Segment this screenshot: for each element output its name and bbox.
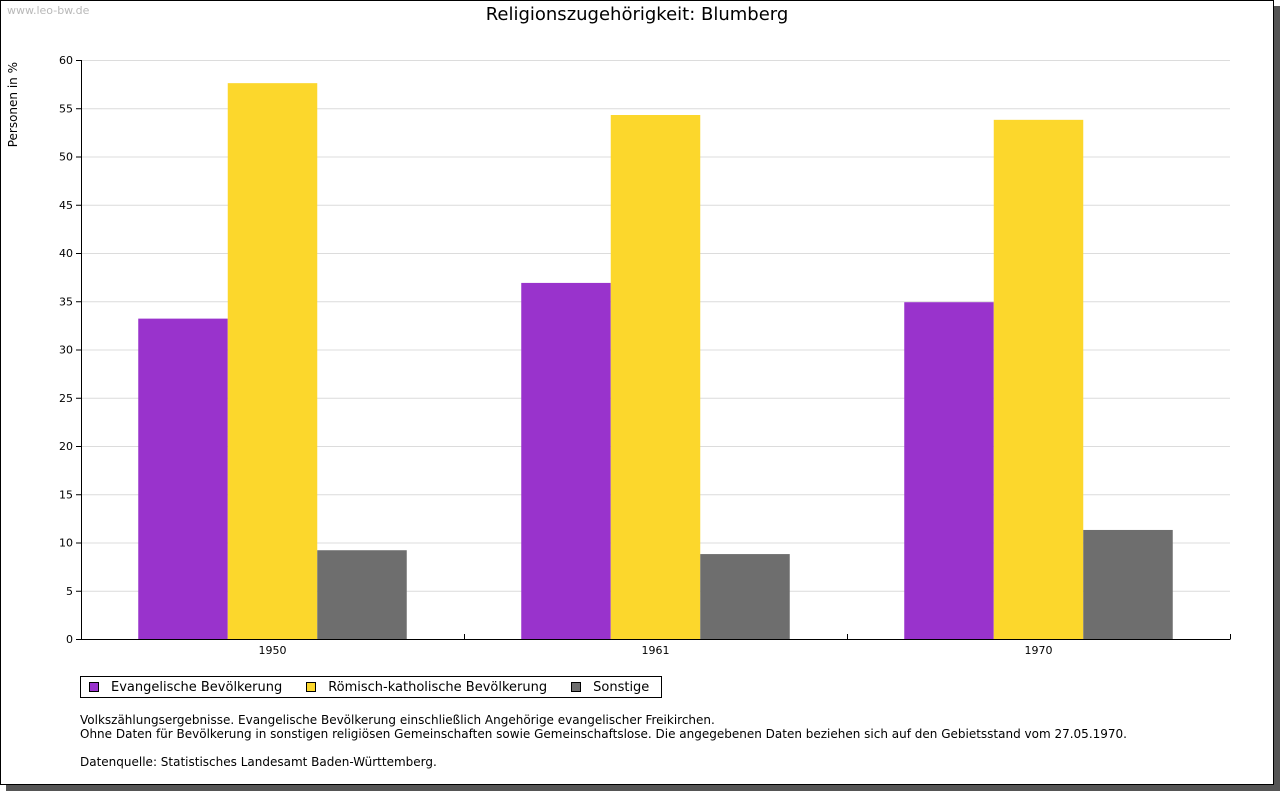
legend-swatch-sonstige	[571, 682, 582, 692]
y-tick-label: 45	[59, 199, 73, 212]
legend: Evangelische Bevölkerung Römisch-katholi…	[80, 676, 663, 698]
site-watermark: www.leo-bw.de	[7, 4, 90, 17]
bar-1970-2	[993, 119, 1084, 639]
y-tick-label: 50	[59, 151, 73, 164]
bar-chart: 0 5 10 15 20 25 30 35 40 45 50 55 60 1950 1961 1970 Pers…	[6, 54, 1231, 657]
y-tick-label: 60	[59, 54, 73, 67]
y-tick-label: 55	[59, 102, 73, 115]
legend-item-evangelisch: Evangelische Bevölkerung	[89, 680, 282, 695]
bar-1950-1	[138, 318, 228, 639]
x-tick-label: 1970	[1025, 644, 1053, 657]
chart-title: Religionszugehörigkeit: Blumberg	[485, 4, 789, 25]
bar-1970-3	[1083, 529, 1173, 639]
frame-shadow-right	[1274, 6, 1280, 791]
bar-1950-2	[227, 83, 318, 639]
y-tick-label: 35	[59, 295, 73, 308]
bar-1970-1	[904, 302, 994, 639]
legend-item-sonstige: Sonstige	[571, 680, 649, 695]
y-tick-label: 20	[59, 440, 73, 453]
bar-1961-1	[521, 282, 611, 639]
bar-1961-2	[610, 115, 701, 639]
y-tick-label: 15	[59, 488, 73, 501]
y-tick-label: 10	[59, 537, 73, 550]
legend-swatch-evangelisch	[89, 682, 99, 692]
footnotes: Volkszählungsergebnisse. Evangelische Be…	[80, 713, 1127, 769]
bar-1961-3	[700, 554, 790, 639]
footnote-line-1: Volkszählungsergebnisse. Evangelische Be…	[80, 713, 715, 727]
y-tick-label: 25	[59, 392, 73, 405]
y-tick-label: 30	[59, 344, 73, 357]
y-tick-label: 40	[59, 247, 73, 260]
legend-swatch-katholisch	[306, 682, 317, 692]
y-tick-label: 5	[66, 585, 73, 598]
legend-label-katholisch: Römisch-katholische Bevölkerung	[328, 679, 548, 695]
legend-item-katholisch: Römisch-katholische Bevölkerung	[306, 680, 547, 695]
x-tick-label: 1950	[259, 644, 287, 657]
frame-shadow-bottom	[6, 785, 1280, 791]
x-tick-label: 1961	[642, 644, 670, 657]
legend-label-evangelisch: Evangelische Bevölkerung	[111, 679, 283, 695]
data-source: Datenquelle: Statistisches Landesamt Bad…	[80, 755, 437, 769]
legend-label-sonstige: Sonstige	[593, 679, 650, 695]
bar-1950-3	[317, 550, 407, 639]
y-axis-label: Personen in %	[6, 62, 20, 147]
y-tick-label: 0	[66, 633, 73, 646]
footnote-line-2: Ohne Daten für Bevölkerung in sonstigen …	[80, 727, 1127, 741]
